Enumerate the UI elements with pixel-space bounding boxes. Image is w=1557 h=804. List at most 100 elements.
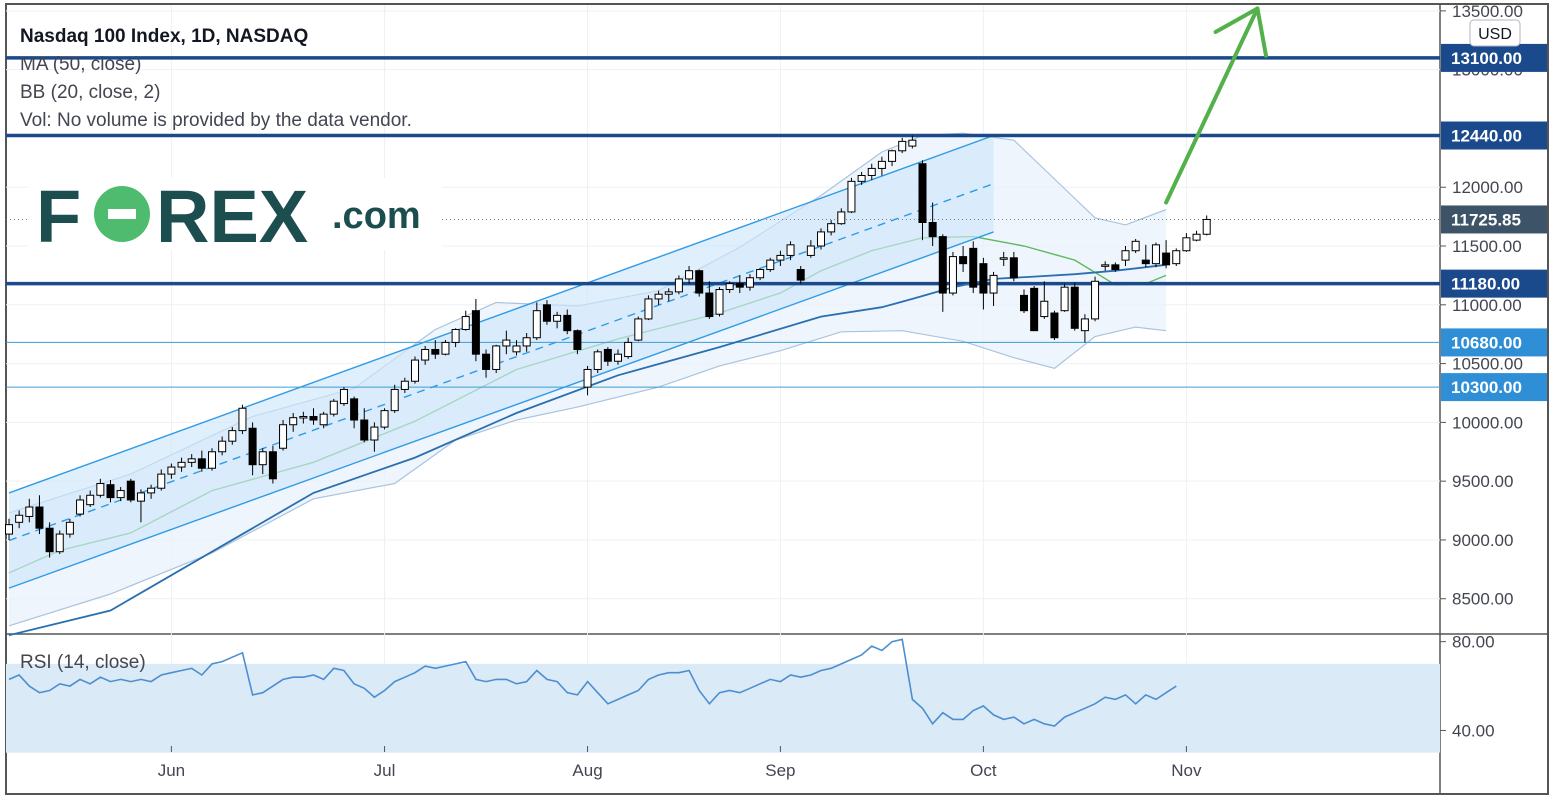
candle-body (65, 521, 74, 535)
candle-body (756, 269, 765, 279)
candle-body (258, 451, 267, 466)
candle-body (624, 341, 633, 358)
candle-body (360, 419, 369, 441)
candle-body (715, 289, 724, 315)
candle-body (999, 257, 1008, 260)
bb-lower-line (8, 326, 1167, 627)
candle-body (5, 524, 13, 535)
candle-body (116, 490, 125, 499)
level-tag-label: 12440.00 (1451, 127, 1522, 146)
candle-body (248, 427, 257, 466)
time-tick-label: Oct (970, 761, 997, 780)
candle-body (674, 278, 683, 293)
candle-body (603, 348, 612, 362)
arrow-head (1213, 6, 1260, 34)
candle-body (86, 494, 95, 506)
candle-body (197, 458, 206, 469)
candle-body (421, 348, 430, 361)
candle-body (806, 245, 815, 256)
candle-body (1060, 286, 1069, 312)
candle-body (745, 277, 754, 288)
arrow-shaft (1164, 6, 1260, 205)
candle-body (289, 417, 298, 426)
level-tag-label: 10300.00 (1451, 378, 1522, 397)
candle-body (948, 256, 957, 294)
candle-body (136, 492, 145, 502)
price-tick-label: 8500.00 (1452, 590, 1513, 609)
candle-body (187, 458, 196, 463)
currency-label: USD (1478, 26, 1512, 43)
candle-body (928, 222, 937, 238)
candle-body (400, 380, 409, 390)
candle-body (1111, 264, 1120, 271)
price-tick-label: 11500.00 (1452, 237, 1522, 256)
rsi-tick-label: 80.00 (1452, 633, 1495, 652)
level-tag-bg (1441, 269, 1547, 298)
horizontal-levels (6, 56, 1440, 388)
candle-body (898, 140, 907, 152)
candle-body (15, 514, 24, 523)
currency-badge[interactable]: USD (1469, 19, 1521, 47)
candle-body (1070, 286, 1079, 329)
candle-body (228, 430, 237, 442)
candle-body (512, 345, 521, 353)
candle-body (319, 413, 328, 426)
price-axis: 8500.00 9000.00 9500.00 10000.00 10500.00 110… (1440, 2, 1547, 609)
forex-logo: F O REX .com (28, 175, 442, 258)
level-tag-label: 13100.00 (1451, 49, 1522, 68)
current-price-tag-label: 11725.85 (1451, 210, 1521, 229)
candle-body (817, 231, 825, 247)
legend-rsi: RSI (14, close) (20, 652, 146, 673)
candlesticks (5, 135, 1211, 558)
candle-body (766, 259, 775, 271)
candle-body (1091, 280, 1100, 320)
candle-body (238, 407, 247, 432)
candle-body (1040, 300, 1049, 318)
candle-body (1101, 264, 1110, 267)
candle-body (725, 283, 734, 291)
candle-body (664, 291, 673, 295)
candle-body (339, 388, 348, 405)
candle-body (1151, 244, 1160, 265)
candle-body (837, 211, 846, 225)
candle-body (471, 310, 480, 355)
moving-average-50 (8, 263, 1167, 637)
trend-channel (8, 134, 994, 589)
candle-body (888, 150, 897, 162)
candle-body (329, 400, 338, 415)
rsi-tick-label: 40.00 (1452, 721, 1495, 740)
price-tick-label: 12000.00 (1452, 178, 1523, 197)
level-tag-label: 10680.00 (1451, 333, 1522, 352)
candle-body (25, 506, 34, 517)
logo-letter-o: O (122, 223, 123, 225)
arrow-head (1255, 6, 1269, 58)
candle-body (451, 328, 460, 343)
candle-body (35, 506, 44, 529)
candle-body (786, 244, 795, 256)
candle-body (532, 310, 541, 339)
price-tick-label: 10500.00 (1452, 355, 1523, 374)
candle-body (411, 359, 419, 382)
candle-body (877, 160, 886, 169)
rsi-pane: 40.00 80.00 (6, 633, 1495, 753)
level-tag-bg (1441, 373, 1547, 402)
candle-body (969, 247, 978, 288)
candle-body (593, 351, 602, 370)
candle-body (1141, 259, 1150, 265)
candle-body (705, 292, 714, 318)
rsi-line (8, 638, 1177, 727)
candle-body (350, 398, 359, 421)
price-tick-label: 13500.00 (1452, 2, 1523, 21)
candle-body (1009, 257, 1018, 279)
candle-body (938, 236, 947, 294)
legend-vol: Vol: No volume is provided by the data v… (20, 110, 412, 131)
candle-body (959, 256, 968, 265)
candle-body (482, 353, 491, 370)
logo-letter-f: F (36, 175, 81, 258)
candle-body (45, 527, 54, 553)
candle-body (380, 410, 389, 428)
candle-body (918, 163, 927, 224)
candle-body (55, 533, 64, 553)
candle-body (796, 269, 805, 281)
